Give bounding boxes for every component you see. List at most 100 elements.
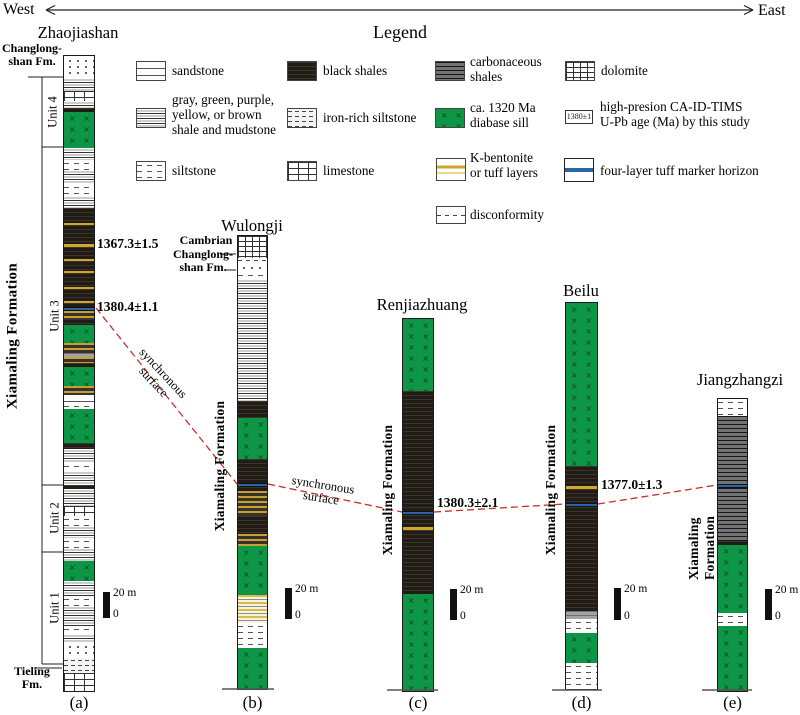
strat-column-c: × × × × × × × × × × × × × × × × × × × × … xyxy=(402,318,434,692)
scale-bar-1 xyxy=(285,588,292,619)
layer-silt xyxy=(64,538,94,548)
layer-tuffY xyxy=(64,271,94,273)
layer-gray xyxy=(566,611,597,619)
layer-silt xyxy=(566,663,597,689)
layer-ybed xyxy=(64,357,94,363)
layer-blacksh xyxy=(566,466,597,486)
layer-brick xyxy=(64,673,94,691)
layer-blacksh xyxy=(238,516,267,534)
layer-diabase: × × × × × × × × × × × × × × × × × × × × … xyxy=(64,561,94,581)
layer-silt xyxy=(64,463,94,471)
layer-ybed xyxy=(64,343,94,353)
layer-blacksh xyxy=(718,541,747,545)
legend-label: K-bentonite or tuff layers xyxy=(470,150,538,180)
layer-ybed xyxy=(238,491,267,516)
panel-label-c: (c) xyxy=(408,693,428,712)
layer-diabase: × × × × × × × × × × × × × × × × × × × × … xyxy=(566,303,597,466)
scale-label-20m-0: 20 m xyxy=(113,587,137,599)
fm-changlongshan-a: Changlong- shan Fm. xyxy=(1,41,63,69)
layer-tuffB xyxy=(566,503,597,507)
scale-label-0-0: 0 xyxy=(113,608,119,620)
layer-blacksh xyxy=(64,443,94,449)
layer-diabase: × × × × × × × × × × × × × × × × × × × × … xyxy=(718,626,747,691)
layer-shale xyxy=(64,634,94,642)
west-arrowhead xyxy=(45,9,56,16)
layer-blacksh xyxy=(238,459,267,483)
layer-tuffB xyxy=(403,511,433,515)
fm-xiamaling-e: Xiamaling Formation xyxy=(686,515,717,580)
fm-xiamaling-a: Xiamaling Formation xyxy=(4,262,21,410)
legend-label: sandstone xyxy=(172,63,225,78)
synchronous-surface-text-1: synchronous surface xyxy=(136,345,190,402)
unit-3-label: Unit 3 xyxy=(47,300,62,332)
layer-diabase: × × × × × × × × × × × × × × × × × × × × … xyxy=(403,319,433,391)
layer-diabase: × × × × × × × × × × × × × × × × × × × × … xyxy=(64,325,94,343)
layer-blacksh xyxy=(64,247,94,259)
layer-tuffB xyxy=(718,484,747,488)
layer-diabase: × × × × × × × × × × × × × × × × × × × × … xyxy=(238,648,267,689)
fm-changlongshan-b: Changlong- shan Fm. xyxy=(172,247,234,275)
west-label: West xyxy=(3,1,35,18)
layer-silt xyxy=(64,516,94,526)
unit-1-label: Unit 1 xyxy=(47,592,62,624)
layer-shale xyxy=(64,196,94,208)
unit-2-label: Unit 2 xyxy=(47,502,62,534)
layer-blacksh xyxy=(403,515,433,527)
legend-swatch-tmark xyxy=(564,158,594,182)
layer-ybed xyxy=(64,386,94,395)
scale-label-0-1: 0 xyxy=(295,609,301,621)
fm-cambrian: Cambrian xyxy=(179,233,233,247)
layer-tuffY xyxy=(64,287,94,289)
fm-xiamaling-d: Xiamaling Formation xyxy=(543,424,558,556)
layer-diabase: × × × × × × × × × × × × × × × × × × × × … xyxy=(238,546,267,595)
layer-diabase: × × × × × × × × × × × × × × × × × × × × … xyxy=(64,112,94,148)
legend-label: gray, green, purple, yellow, or brown sh… xyxy=(172,92,277,137)
age-1380-4: 1380.4±1.1 xyxy=(97,299,159,314)
column-title-e: Jiangzhangzi xyxy=(696,370,784,389)
layer-diabase: × × × × × × × × × × × × × × × × × × × × … xyxy=(64,409,94,443)
scale-label-20m-4: 20 m xyxy=(775,584,799,596)
east-arrowhead xyxy=(743,9,754,16)
layer-tuffY xyxy=(64,223,94,225)
panel-label-d: (d) xyxy=(571,693,592,712)
unit-4-label: Unit 4 xyxy=(45,96,60,128)
scale-bar-2 xyxy=(450,589,457,620)
layer-shale xyxy=(64,489,94,506)
layer-silt xyxy=(64,626,94,634)
layer-tuffY xyxy=(566,486,597,489)
layer-shale xyxy=(64,526,94,538)
layer-shale xyxy=(64,148,94,160)
layer-blacksh xyxy=(238,487,267,491)
layer-tuffY xyxy=(403,527,433,530)
layer-shale xyxy=(64,449,94,463)
column-title-a: Zhaojiashan xyxy=(37,23,119,42)
fm-tieling: Tieling Fm. xyxy=(14,664,50,692)
layer-brick xyxy=(64,91,94,101)
legend-label: disconformity xyxy=(470,207,544,222)
layer-blacksh xyxy=(566,489,597,503)
layer-tuffB xyxy=(64,307,94,311)
strat-column-e: × × × × × × × × × × × × × × × × × × × × … xyxy=(717,398,748,692)
legend-label: iron-rich siltstone xyxy=(323,110,417,125)
layer-silt xyxy=(64,403,94,409)
column-title-b: Wulongji xyxy=(221,216,283,235)
layer-ybed xyxy=(238,534,267,546)
layer-silt xyxy=(64,160,94,170)
legend-swatch-blacksh xyxy=(287,61,317,81)
legend-swatch-kbent xyxy=(436,158,466,181)
layer-brick xyxy=(64,506,94,516)
strat-column-b: × × × × × × × × × × × × × × × × × × × × … xyxy=(237,235,268,690)
panel-label-e: (e) xyxy=(723,693,742,712)
layer-blacksh xyxy=(64,363,94,367)
column-title-c: Renjiazhuang xyxy=(376,295,468,314)
layer-tuffY xyxy=(64,301,94,303)
column-title-d: Beilu xyxy=(563,281,599,300)
layer-ybed xyxy=(64,311,94,319)
legend-swatch-agebox: 1380±1 xyxy=(565,110,593,124)
legend-swatch-fesilt xyxy=(287,108,317,128)
layer-dots xyxy=(64,642,94,658)
east-arrowhead xyxy=(743,4,754,11)
layer-silt xyxy=(64,596,94,606)
legend-swatch-carbsh xyxy=(435,61,465,81)
legend-label: carbonaceous shales xyxy=(470,54,542,84)
